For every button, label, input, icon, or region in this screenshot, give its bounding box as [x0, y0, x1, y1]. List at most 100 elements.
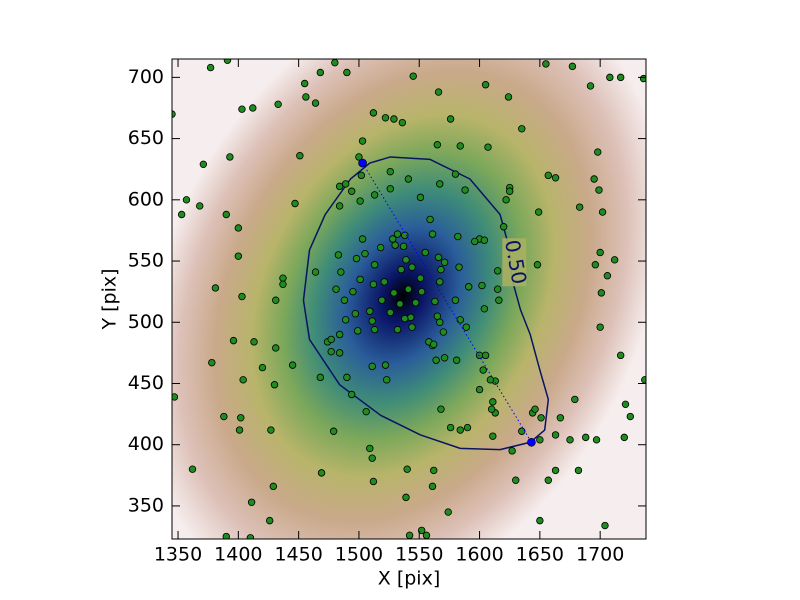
scatter-point — [343, 68, 351, 77]
x-tick-label: 1350 — [154, 544, 202, 566]
scatter-point — [327, 347, 335, 356]
scatter-point — [403, 465, 411, 473]
scatter-point — [537, 414, 545, 422]
scatter-point — [495, 296, 503, 304]
scatter-point — [626, 412, 635, 421]
scatter-point — [380, 278, 388, 286]
scatter-point — [356, 197, 364, 205]
scatter-point — [444, 508, 452, 516]
scatter-point — [531, 405, 539, 413]
scatter-point — [586, 82, 595, 90]
endpoint-marker — [358, 158, 367, 168]
scatter-point — [288, 361, 297, 369]
scatter-point — [451, 170, 460, 178]
scatter-point — [502, 196, 510, 204]
scatter-point — [456, 426, 464, 434]
scatter-point — [534, 208, 543, 216]
y-tick-label: 500 — [128, 311, 164, 333]
scatter-point — [409, 72, 417, 80]
scatter-point — [238, 105, 246, 113]
scatter-point — [405, 531, 414, 539]
scatter-point — [417, 287, 426, 296]
scatter-point — [433, 141, 442, 149]
scatter-point — [407, 313, 415, 322]
scatter-point — [376, 243, 385, 252]
scatter-point — [390, 115, 398, 123]
scatter-point — [416, 193, 425, 202]
scatter-point — [172, 393, 179, 401]
y-tick-label: 450 — [128, 372, 164, 394]
scatter-point — [440, 354, 449, 362]
scatter-point — [335, 202, 344, 210]
scatter-point — [434, 88, 443, 96]
scatter-point — [381, 361, 390, 369]
scatter-point — [566, 436, 574, 444]
scatter-point — [506, 187, 514, 195]
scatter-point — [369, 280, 378, 289]
y-tick-label: 400 — [128, 433, 164, 455]
scatter-point — [222, 210, 230, 219]
scatter-point — [335, 182, 344, 191]
scatter-point — [596, 248, 604, 257]
scatter-point — [237, 414, 245, 422]
scatter-point — [551, 466, 560, 475]
scatter-point — [518, 427, 526, 435]
scatter-point — [518, 125, 526, 133]
scatter-point — [616, 73, 625, 82]
scatter-point — [421, 248, 429, 257]
scatter-point — [478, 281, 486, 290]
scatter-point — [196, 202, 204, 210]
scatter-point — [234, 252, 243, 260]
scatter-point — [404, 175, 413, 183]
scatter-point — [390, 289, 398, 297]
scatter-point — [246, 534, 255, 539]
scatter-point — [188, 465, 197, 473]
scatter-point — [481, 351, 490, 360]
scatter-point — [471, 237, 479, 246]
scatter-point — [222, 532, 230, 539]
scatter-point — [432, 356, 440, 364]
scatter-point — [229, 336, 238, 345]
scatter-point — [452, 356, 461, 364]
scatter-point — [598, 208, 607, 216]
scatter-point — [581, 433, 590, 442]
scatter-point — [220, 412, 228, 421]
scatter-point — [368, 454, 376, 462]
scatter-point — [446, 423, 455, 432]
scatter-point — [370, 261, 379, 269]
scatter-point — [352, 254, 361, 263]
scatter-point — [211, 284, 220, 292]
scatter-point — [386, 185, 395, 193]
scatter-point — [556, 414, 565, 422]
scatter-point — [317, 469, 326, 477]
scatter-point — [329, 427, 338, 435]
axes: 1350 1400 1450 1500 1550 1600 1650 1700 350 400 45… — [128, 59, 646, 566]
scatter-point — [349, 287, 357, 296]
x-tick-label: 1500 — [335, 544, 383, 566]
scatter-point — [499, 223, 508, 231]
plot-frame — [171, 58, 647, 540]
scatter-point — [592, 436, 601, 444]
scatter-point — [368, 317, 376, 325]
y-tick-label: 650 — [128, 127, 164, 149]
scatter-point — [465, 283, 473, 291]
scatter-point — [489, 432, 497, 440]
scatter-point — [433, 312, 442, 320]
scatter-point — [389, 235, 397, 243]
y-tick-label: 550 — [128, 250, 164, 272]
scatter-point — [436, 278, 444, 286]
scatter-point — [357, 171, 366, 180]
scatter-point — [366, 444, 374, 453]
scatter-point — [430, 466, 438, 475]
scatter-point — [544, 171, 553, 180]
scatter-point — [335, 349, 344, 357]
scatter-point — [316, 373, 325, 382]
scatter-point — [199, 160, 208, 169]
contour-label-gap — [502, 238, 527, 287]
scatter-point — [455, 263, 463, 271]
scatter-point — [606, 73, 614, 82]
scatter-point — [512, 476, 520, 484]
scatter-point — [610, 256, 619, 264]
scatter-point — [327, 335, 335, 344]
